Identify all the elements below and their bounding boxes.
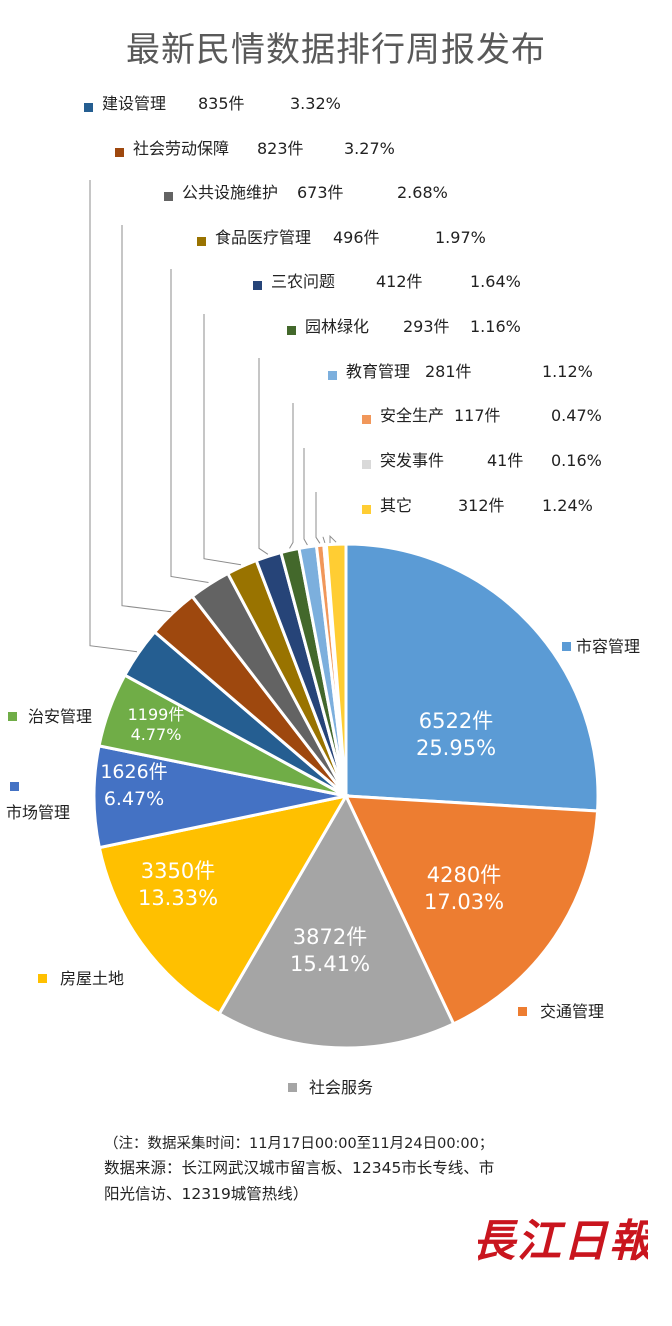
legend-percent: 2.68%	[397, 183, 448, 202]
legend-marker	[328, 371, 337, 380]
legend-marker	[362, 460, 371, 469]
legend-count: 312件	[458, 496, 505, 515]
leader-line	[89, 180, 138, 653]
leader-line	[203, 314, 242, 566]
pie-slices	[92, 542, 600, 1050]
data-time-note: （注：数据采集时间：11月17日00:00至11月24日00:00；	[104, 1136, 494, 1152]
slice-percent-label: 15.41%	[290, 952, 370, 976]
legend-marker	[253, 281, 262, 290]
legend-category: 园林绿化	[305, 317, 369, 336]
legend-marker	[10, 782, 19, 791]
pie-slice	[344, 542, 600, 813]
category-label: 市场管理	[6, 803, 70, 822]
legend-category: 安全生产	[380, 406, 444, 425]
pie-slice	[324, 542, 348, 797]
category-label: 交通管理	[540, 1002, 604, 1021]
slice-percent-label: 4.77%	[131, 725, 182, 744]
legend-marker	[287, 326, 296, 335]
legend-percent: 1.24%	[542, 496, 593, 515]
leader-line	[121, 225, 172, 613]
legend-marker	[84, 103, 93, 112]
slice-percent-label: 6.47%	[104, 788, 164, 810]
leader-line	[303, 448, 308, 546]
changjiang-daily-logo: 長江日報	[478, 1216, 648, 1267]
slice-count-label: 1626件	[100, 761, 167, 783]
legend-category: 教育管理	[346, 362, 410, 381]
data-source-note: 数据来源：长江网武汉城市留言板、12345市长专线、市	[104, 1159, 495, 1177]
slice-value-labels: 6522件 25.95% 4280件 17.03% 3872件 15.41% 3350件 13…	[100, 705, 504, 976]
leader-line	[322, 536, 326, 544]
legend-count: 496件	[333, 228, 380, 247]
category-label: 治安管理	[28, 707, 92, 726]
slice-count-label: 3350件	[141, 859, 215, 883]
legend-count: 117件	[454, 406, 501, 425]
legend-count: 835件	[198, 94, 245, 113]
legend-marker	[115, 148, 124, 157]
legend-percent: 1.16%	[470, 317, 521, 336]
legend-category: 公共设施维护	[182, 183, 278, 202]
slice-percent-label: 17.03%	[424, 890, 504, 914]
category-label: 社会服务	[309, 1078, 373, 1097]
legend-marker	[562, 642, 571, 651]
pie-slice	[97, 793, 349, 1016]
legend-percent: 1.97%	[435, 228, 486, 247]
chart-title: 最新民情数据排行周报发布	[126, 30, 546, 70]
legend-marker	[38, 974, 47, 983]
slice-count-label: 3872件	[293, 925, 367, 949]
category-label: 市容管理	[576, 637, 640, 656]
legend-percent: 1.64%	[470, 272, 521, 291]
leader-lines	[89, 180, 337, 653]
legend-category: 社会劳动保障	[133, 139, 229, 158]
slice-count-label: 6522件	[419, 709, 493, 733]
legend-percent: 0.16%	[551, 451, 602, 470]
legend-category: 建设管理	[102, 94, 166, 113]
legend-marker	[362, 505, 371, 514]
legend-category: 突发事件	[380, 451, 444, 470]
leader-line	[258, 358, 269, 555]
legend-marker	[197, 237, 206, 246]
legend-marker	[164, 192, 173, 201]
leader-line	[315, 492, 321, 544]
legend-percent: 3.32%	[290, 94, 341, 113]
slice-percent-label: 13.33%	[138, 886, 218, 910]
legend-category: 三农问题	[271, 272, 335, 291]
pie-chart: 6522件 25.95% 4280件 17.03% 3872件 15.41% 3350件 13…	[6, 94, 640, 1097]
legend-marker	[518, 1007, 527, 1016]
slice-count-label: 4280件	[427, 863, 501, 887]
pie-slice	[217, 792, 456, 1050]
slice-count-label: 1199件	[128, 705, 185, 724]
leader-line	[289, 403, 294, 549]
legend-count: 412件	[376, 272, 423, 291]
legend-marker	[362, 415, 371, 424]
legend-percent: 0.47%	[551, 406, 602, 425]
legend-category: 食品医疗管理	[215, 228, 311, 247]
leader-line	[170, 269, 209, 583]
legend-count: 293件	[403, 317, 450, 336]
legend-count: 41件	[487, 451, 523, 470]
legend-count: 281件	[425, 362, 472, 381]
category-label: 房屋土地	[60, 969, 124, 988]
legend-marker	[288, 1083, 297, 1092]
legend-count: 673件	[297, 183, 344, 202]
legend-percent: 3.27%	[344, 139, 395, 158]
legend-category: 其它	[380, 496, 412, 515]
slice-percent-label: 25.95%	[416, 736, 496, 760]
pie-slice	[343, 794, 600, 1026]
legend-marker	[8, 712, 17, 721]
data-source-note-cont: 阳光信访、12319城管热线）	[104, 1185, 309, 1203]
legend-percent: 1.12%	[542, 362, 593, 381]
legend-count: 823件	[257, 139, 304, 158]
svg-text:長江日報: 長江日報	[478, 1216, 648, 1267]
